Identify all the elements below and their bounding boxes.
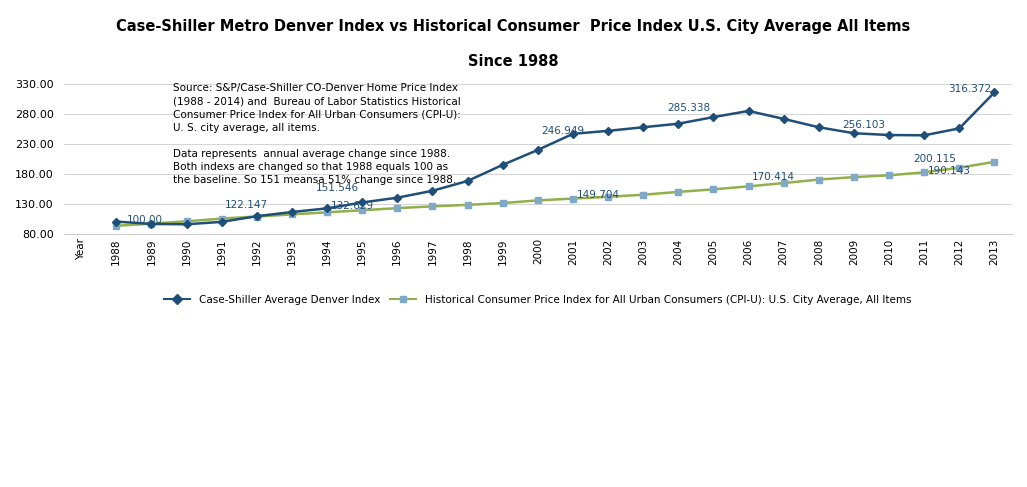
Text: Case-Shiller Metro Denver Index vs Historical Consumer  Price Index U.S. City Av: Case-Shiller Metro Denver Index vs Histo…: [116, 19, 911, 35]
Text: 285.338: 285.338: [667, 103, 710, 113]
Text: 256.103: 256.103: [842, 120, 885, 131]
Text: 200.115: 200.115: [913, 154, 956, 164]
Text: Source: S&P/Case-Shiller CO-Denver Home Price Index
(1988 - 2014) and  Bureau of: Source: S&P/Case-Shiller CO-Denver Home …: [173, 83, 460, 186]
Text: 122.147: 122.147: [225, 200, 268, 210]
Text: 316.372: 316.372: [948, 84, 991, 94]
Text: 100.00: 100.00: [126, 215, 163, 225]
Text: 170.414: 170.414: [752, 171, 795, 182]
Text: 190.143: 190.143: [927, 167, 971, 176]
Text: 151.546: 151.546: [315, 183, 358, 193]
Text: 246.949: 246.949: [541, 126, 584, 136]
Text: 149.704: 149.704: [576, 190, 619, 201]
Legend: Case-Shiller Average Denver Index, Historical Consumer Price Index for All Urban: Case-Shiller Average Denver Index, Histo…: [160, 290, 915, 309]
Text: Since 1988: Since 1988: [468, 54, 559, 69]
Text: 132.629: 132.629: [331, 201, 374, 211]
